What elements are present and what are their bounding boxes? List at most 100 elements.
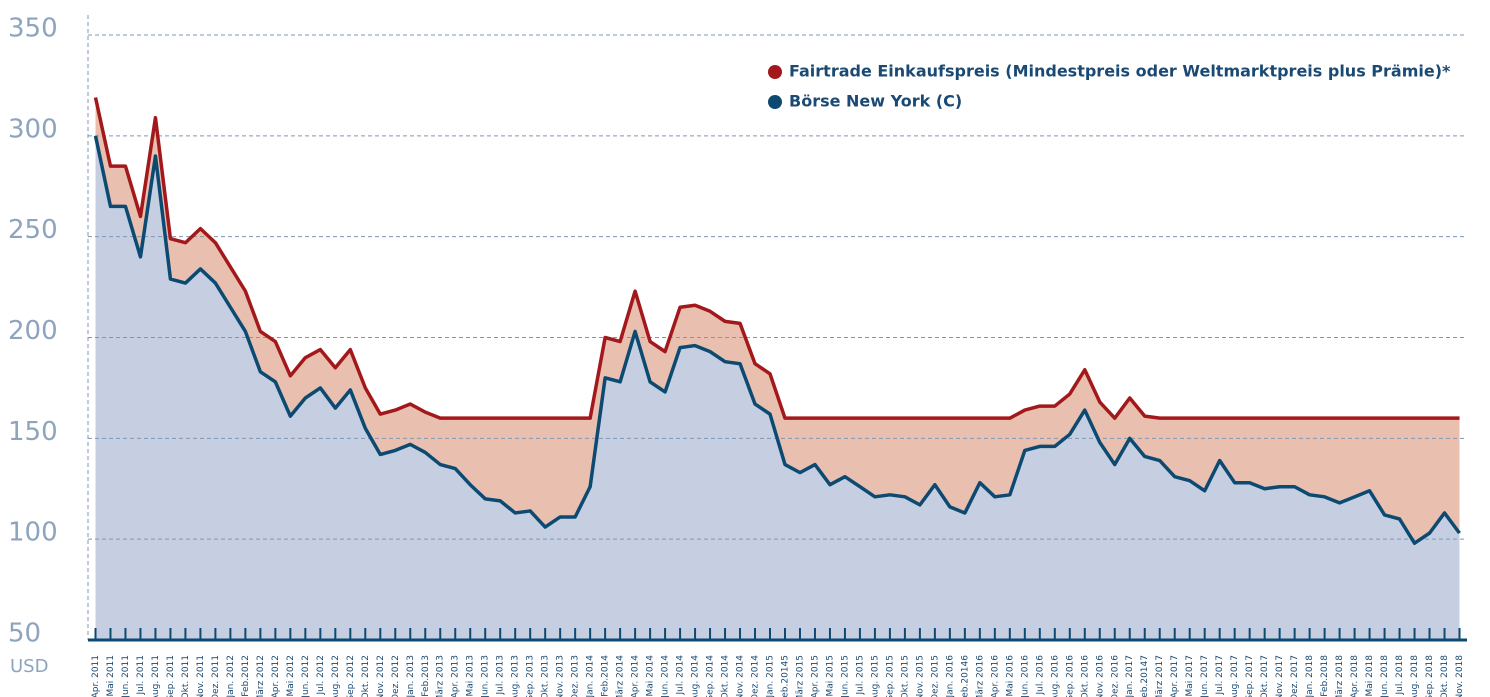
y-tick-label: 200: [8, 316, 58, 346]
x-tick-label: Apr. 2012: [271, 655, 281, 697]
x-tick-label: Apr. 2015: [810, 655, 820, 697]
y-tick-label: 300: [8, 114, 58, 144]
x-tick-label: Dez. 2011: [211, 655, 221, 697]
x-tick-label: Apr. 2016: [990, 655, 1000, 697]
x-tick-label: Feb.20146: [960, 655, 970, 697]
legend-marker: [768, 65, 782, 79]
x-tick-label: Sep. 2018: [1425, 655, 1435, 697]
x-tick-label: Dez. 2017: [1290, 655, 1300, 697]
x-tick-label: Mai 2012: [286, 655, 296, 697]
x-tick-label: Okt. 2011: [181, 655, 191, 697]
x-tick-label: Jan. 2016: [945, 655, 955, 697]
x-tick-label: Jun. 2013: [481, 655, 491, 697]
x-tick-label: Jul. 2016: [1035, 655, 1045, 696]
x-tick-label: Jun. 2014: [661, 655, 671, 697]
x-tick-label: Feb.20145: [780, 655, 790, 697]
x-tick-label: Dez. 2016: [1110, 655, 1120, 697]
x-tick-label: Nov. 2013: [556, 655, 566, 697]
x-tick-label: Feb.2014: [601, 655, 611, 697]
x-tick-label: Apr. 2013: [451, 655, 461, 697]
y-tick-label: 50: [8, 619, 41, 649]
x-tick-label: Feb.2012: [241, 655, 251, 697]
x-tick-label: Aug. 2012: [331, 655, 341, 697]
area: [95, 135, 1460, 641]
x-tick-label: Jul. 2018: [1395, 655, 1405, 696]
x-tick-label: Sep. 2015: [885, 655, 895, 697]
x-tick-label: Mai 2018: [1365, 655, 1375, 697]
legend-label: Börse New York (C): [789, 92, 962, 111]
x-tick-label: März 2018: [1335, 655, 1345, 697]
x-tick-label: Apr. 2014: [631, 655, 641, 697]
x-tick-label: Jul. 2013: [496, 655, 506, 696]
x-tick-label: Feb.2018: [1320, 655, 1330, 697]
x-tick-label: Dez. 2013: [571, 655, 581, 697]
y-tick-label: 350: [8, 14, 58, 44]
x-tick-label: Mai 2011: [106, 655, 116, 697]
x-tick-label: Sep. 2014: [706, 655, 716, 697]
x-tick-label: Mai 2016: [1005, 655, 1015, 697]
x-tick-label: März 2014: [616, 655, 626, 697]
legend-label: Fairtrade Einkaufspreis (Mindestpreis od…: [789, 62, 1451, 81]
x-tick-label: Sep. 2016: [1065, 655, 1075, 697]
x-tick-label: Aug. 2016: [1050, 655, 1060, 697]
x-tick-label: Aug. 2011: [151, 655, 161, 697]
x-tick-label: März 2017: [1155, 655, 1165, 697]
x-tick-label: Jul. 2011: [136, 655, 146, 696]
x-tick-label: Nov. 2017: [1275, 655, 1285, 697]
x-tick-label: Okt. 2017: [1260, 655, 1270, 697]
x-tick-label: Aug. 2018: [1410, 655, 1420, 697]
x-tick-label: Okt. 2014: [721, 655, 731, 697]
x-tick-label: Aug. 2015: [870, 655, 880, 697]
x-tick-label: Sep. 2017: [1245, 655, 1255, 697]
x-tick-label: Mai 2014: [646, 655, 656, 697]
x-tick-label: Jan. 2014: [586, 655, 596, 697]
x-tick-label: Nov. 2015: [915, 655, 925, 697]
x-tick-label: Jan. 2013: [406, 655, 416, 697]
x-tick-label: Nov. 2014: [736, 655, 746, 697]
x-tick-label: Apr. 2018: [1350, 655, 1360, 697]
x-tick-label: Nov. 2011: [196, 655, 206, 697]
x-tick-label: März 2015: [795, 655, 805, 697]
x-tick-label: März 2013: [436, 655, 446, 697]
y-tick-label: 150: [8, 417, 58, 447]
x-tick-label: Okt. 2013: [541, 655, 551, 697]
y-tick-label: 100: [8, 518, 58, 548]
legend-marker: [768, 95, 782, 109]
line: [93, 97, 1460, 420]
x-tick-label: Sep. 2013: [526, 655, 536, 697]
x-tick-label: Nov. 2016: [1095, 655, 1105, 697]
x-tick-label: Sep. 2011: [166, 655, 176, 697]
x-tick-label: Okt. 2015: [900, 655, 910, 697]
x-tick-label: Jan. 2012: [226, 655, 236, 697]
x-tick-label: Dez. 2012: [391, 655, 401, 697]
x-tick-label: Jun. 2016: [1020, 655, 1030, 697]
x-tick-label: Apr. 2017: [1170, 655, 1180, 697]
x-tick-label: Jul. 2014: [676, 655, 686, 696]
x-tick-label: März 2016: [975, 655, 985, 697]
x-tick-label: Jan. 2018: [1305, 655, 1315, 697]
y-tick-label: 250: [8, 215, 58, 245]
x-tick-label: Jun. 2018: [1380, 655, 1390, 697]
x-tick-label: Feb.2013: [421, 655, 431, 697]
x-tick-label: Aug. 2013: [511, 655, 521, 697]
x-tick-label: Nov. 2018: [1455, 655, 1465, 697]
x-tick-label: Dez. 2015: [930, 655, 940, 697]
x-tick-label: Apr. 2011: [91, 655, 101, 697]
x-tick-label: März 2012: [256, 655, 266, 697]
x-tick-label: Jun. 2011: [121, 655, 131, 697]
x-tick-label: Okt. 2012: [361, 655, 371, 697]
y-unit: USD: [10, 656, 48, 677]
x-tick-label: Feb.20147: [1140, 655, 1150, 697]
x-tick-label: Mai 2017: [1185, 655, 1195, 697]
x-tick-label: Dez. 2014: [751, 655, 761, 697]
x-tick-label: Jun. 2017: [1200, 655, 1210, 697]
x-tick-label: Jul. 2017: [1215, 655, 1225, 696]
x-tick-label: Okt. 2016: [1080, 655, 1090, 697]
x-tick-label: Jan. 2015: [766, 655, 776, 697]
x-tick-label: Jan. 2017: [1125, 655, 1135, 697]
x-tick-label: Mai 2013: [466, 655, 476, 697]
x-tick-label: Jul. 2012: [316, 655, 326, 696]
x-tick-label: Mai 2015: [825, 655, 835, 697]
x-tick-label: Okt. 2018: [1440, 655, 1450, 697]
